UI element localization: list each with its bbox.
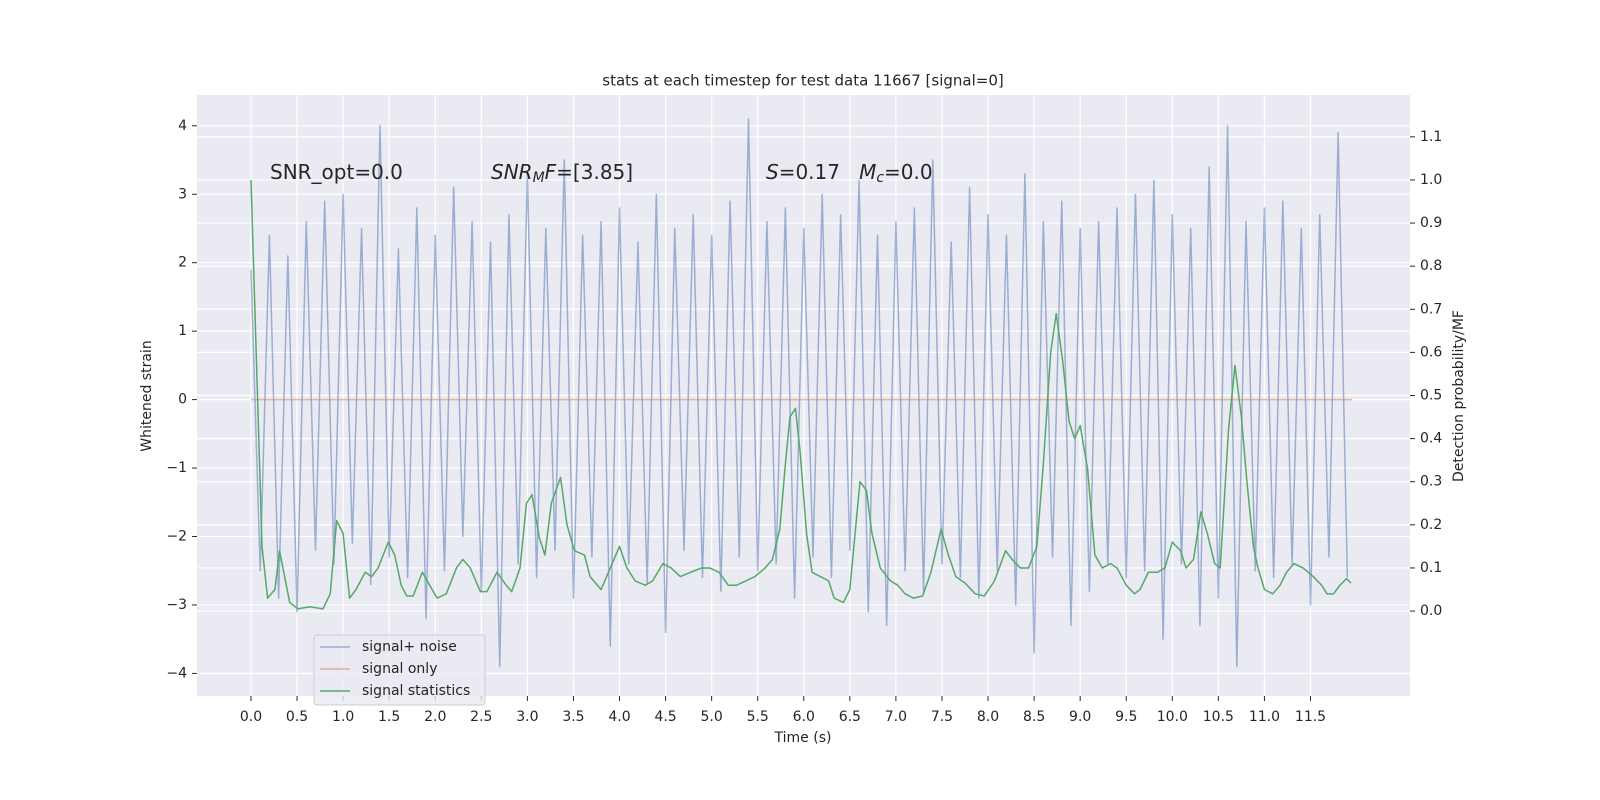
x-tick-label: 1.5 xyxy=(378,709,400,725)
x-tick-label: 6.5 xyxy=(839,709,861,725)
annotation-part: SNR xyxy=(491,160,533,184)
y-tick-label: 2 xyxy=(178,255,187,271)
legend-label: signal statistics xyxy=(362,683,470,699)
x-tick-label: 3.5 xyxy=(562,709,584,725)
x-tick-label: 7.0 xyxy=(885,709,907,725)
y2-tick-label: 1.0 xyxy=(1420,172,1442,188)
x-tick-label: 9.5 xyxy=(1115,709,1137,725)
x-tick-label: 7.5 xyxy=(931,709,953,725)
marks xyxy=(250,118,1352,668)
annotation-part: =[3.85] xyxy=(556,160,633,184)
y2-tick-label: 0.4 xyxy=(1420,431,1442,447)
x-tick-label: 11.0 xyxy=(1249,709,1280,725)
y-tick-label: −4 xyxy=(166,665,187,681)
x-tick-label: 2.5 xyxy=(470,709,492,725)
x-tick-label: 11.5 xyxy=(1295,709,1326,725)
x-tick-label: 4.5 xyxy=(654,709,676,725)
x-tick-label: 8.5 xyxy=(1023,709,1045,725)
annotation: S=0.17 Mc=0.0 xyxy=(766,160,933,187)
y-tick-label: 0 xyxy=(178,392,187,408)
y2-tick-label: 0.6 xyxy=(1420,344,1442,360)
y2-tick-label: 0.2 xyxy=(1420,517,1442,533)
y2-tick-label: 0.9 xyxy=(1420,215,1442,231)
labels: 0.0 0.5 1.0 1.5 2.0 2.5 3.0 3.5 4.0 4.5 5.0 5.5 6.0 6… xyxy=(166,118,1442,725)
y2-axis-label: Detection probability/MF xyxy=(1451,310,1467,482)
x-tick-label: 5.0 xyxy=(701,709,723,725)
y-axis-label: Whitened strain xyxy=(139,340,155,451)
annotation-part: =0.17 xyxy=(779,160,859,184)
x-tick-label: 10.5 xyxy=(1203,709,1234,725)
x-tick-label: 0.5 xyxy=(286,709,308,725)
x-tick-label: 5.5 xyxy=(747,709,769,725)
legend-label: signal only xyxy=(362,661,437,677)
x-tick-label: 6.0 xyxy=(793,709,815,725)
annotation: SNRMF=[3.85] xyxy=(491,160,633,187)
y-tick-label: −1 xyxy=(166,460,187,476)
x-tick-label: 9.0 xyxy=(1069,709,1091,725)
x-tick-label: 4.0 xyxy=(608,709,630,725)
x-tick-label: 10.0 xyxy=(1157,709,1188,725)
x-tick-label: 3.0 xyxy=(516,709,538,725)
legend-box xyxy=(313,634,486,706)
annotation-part: S xyxy=(766,160,779,184)
y-tick-label: 4 xyxy=(178,118,187,134)
y2-tick-label: 0.8 xyxy=(1420,258,1442,274)
y-tick-label: 1 xyxy=(178,323,187,339)
y-tick-label: 3 xyxy=(178,186,187,202)
annotation-part: M xyxy=(859,160,876,184)
annotation-part: M xyxy=(533,170,545,186)
annotation: SNR_opt=0.0 xyxy=(270,160,403,184)
y-tick-label: −3 xyxy=(166,597,187,613)
y-tick-label: −2 xyxy=(166,529,187,545)
x-tick-label: 8.0 xyxy=(977,709,999,725)
y2-tick-label: 0.5 xyxy=(1420,388,1442,404)
y2-tick-label: 0.7 xyxy=(1420,301,1442,317)
y2-tick-label: 0.0 xyxy=(1420,603,1442,619)
series-line xyxy=(250,179,1352,610)
x-tick-label: 1.0 xyxy=(332,709,354,725)
x-tick-label: 0.0 xyxy=(240,709,262,725)
x-tick-label: 2.0 xyxy=(424,709,446,725)
annotation-part: F xyxy=(545,160,557,184)
y2-tick-label: 0.3 xyxy=(1420,474,1442,490)
chart-title: stats at each timestep for test data 116… xyxy=(602,72,1003,90)
x-axis-label: Time (s) xyxy=(774,730,832,746)
annotation-part: SNR_opt=0.0 xyxy=(270,160,403,184)
annotation-part: c xyxy=(876,170,884,186)
legend: signal+ noise signal only signal statistic… xyxy=(313,634,486,706)
annotation-part: =0.0 xyxy=(884,160,933,184)
y2-tick-label: 1.1 xyxy=(1420,129,1442,145)
legend-label: signal+ noise xyxy=(362,639,457,655)
y2-tick-label: 0.1 xyxy=(1420,560,1442,576)
